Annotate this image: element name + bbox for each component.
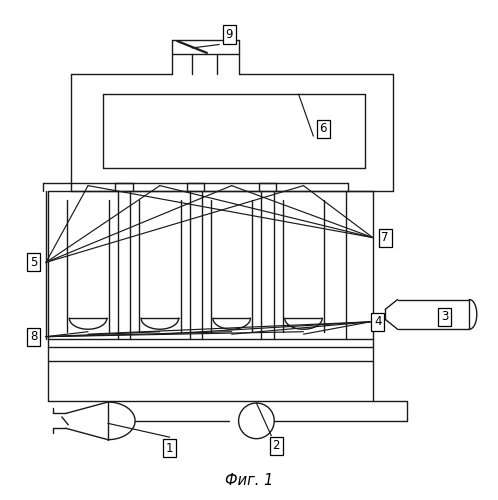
Text: 5: 5 bbox=[30, 256, 37, 269]
Text: 9: 9 bbox=[226, 28, 233, 41]
Text: Фиг. 1: Фиг. 1 bbox=[225, 473, 273, 488]
Text: 4: 4 bbox=[374, 316, 381, 328]
Text: 1: 1 bbox=[166, 442, 173, 454]
Text: 7: 7 bbox=[381, 231, 389, 244]
Text: 2: 2 bbox=[272, 439, 280, 452]
Text: 8: 8 bbox=[30, 330, 37, 343]
Text: 3: 3 bbox=[441, 310, 448, 324]
Text: 6: 6 bbox=[320, 122, 327, 135]
